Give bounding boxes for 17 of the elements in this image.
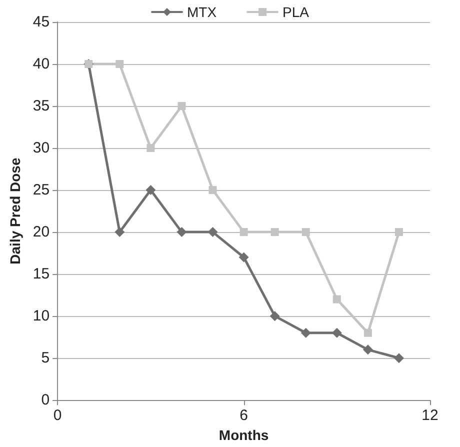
y-tick-label: 35 [32, 98, 50, 115]
y-tick-label: 45 [32, 14, 50, 30]
legend-label: MTX [186, 4, 218, 20]
y-axis-title: Daily Pred Dose [7, 158, 23, 264]
x-axis-title: Months [218, 427, 269, 443]
x-tick-label: 0 [53, 407, 62, 424]
y-tick-label: 40 [32, 56, 50, 73]
y-tick-label: 20 [32, 224, 50, 241]
y-tick-label: 25 [32, 182, 50, 199]
y-tick-label: 10 [32, 308, 50, 325]
y-tick-label: 5 [41, 350, 50, 367]
y-tick-label: 0 [41, 392, 50, 409]
x-tick-label: 12 [422, 407, 438, 424]
y-tick-label: 15 [32, 266, 50, 283]
y-tick-label: 30 [32, 140, 50, 157]
x-tick-label: 6 [240, 407, 248, 424]
legend-label: PLA [282, 4, 310, 20]
